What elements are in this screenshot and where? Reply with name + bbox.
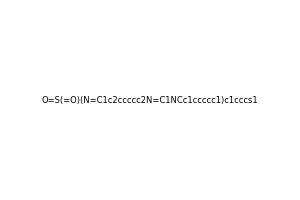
Text: O=S(=O)(N=C1c2ccccc2N=C1NCc1ccccc1)c1cccs1: O=S(=O)(N=C1c2ccccc2N=C1NCc1ccccc1)c1ccc… xyxy=(42,96,258,105)
